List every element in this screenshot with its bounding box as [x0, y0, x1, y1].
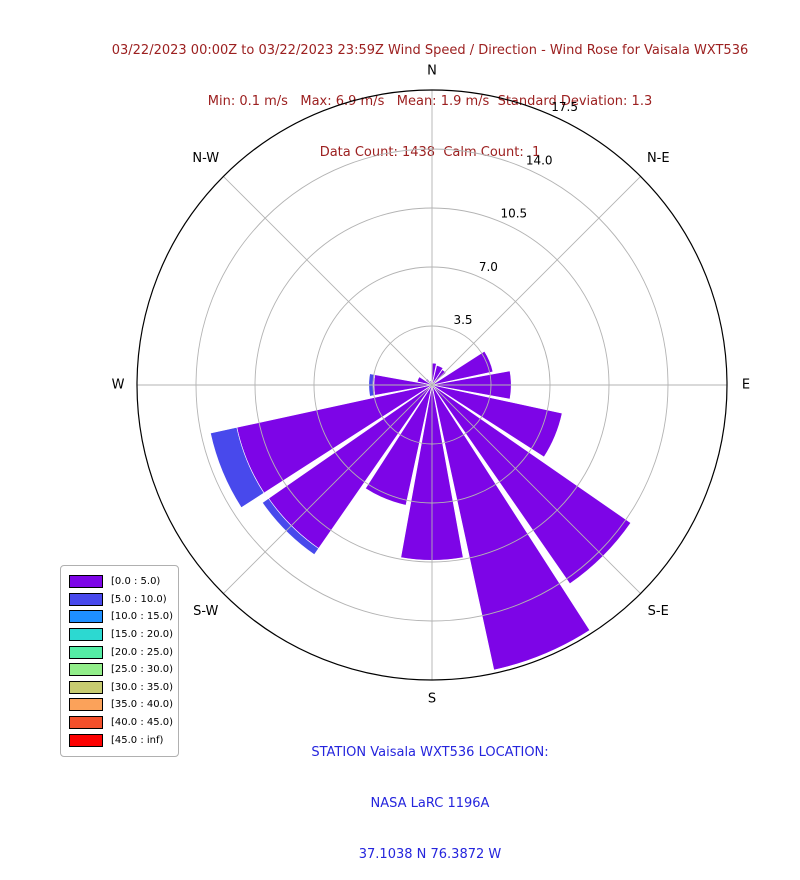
chart-title: 03/22/2023 00:00Z to 03/22/2023 23:59Z W… [111, 43, 749, 58]
grid-circle [372, 325, 492, 445]
legend-label: [40.0 : 45.0) [111, 717, 174, 729]
radial-tick-label: 14.0 [526, 153, 553, 167]
compass-label-E: E [742, 378, 750, 393]
petal-ENE-bin0 [431, 350, 494, 386]
legend-swatch [69, 698, 103, 712]
legend-label: [45.0 : inf) [111, 734, 164, 746]
legend-label: [10.0 : 15.0) [111, 611, 174, 623]
legend-item: [40.0 : 45.0) [69, 714, 174, 732]
petal-WNW-bin0 [416, 376, 433, 386]
petal-NNE-bin0 [431, 364, 444, 386]
legend-item: [5.0 : 10.0) [69, 591, 174, 609]
legend-label: [0.0 : 5.0) [111, 576, 161, 588]
legend-swatch [69, 663, 103, 677]
legend-item: [30.0 : 35.0) [69, 679, 174, 697]
petal-WSW-bin1 [210, 427, 265, 509]
petal-SSW-bin0 [365, 384, 433, 506]
legend-item: [20.0 : 25.0) [69, 643, 174, 661]
chart-stats-line: Min: 0.1 m/s Max: 6.9 m/s Mean: 1.9 m/s … [207, 94, 653, 109]
legend-swatch [69, 628, 103, 642]
chart-header: 03/22/2023 00:00Z to 03/22/2023 23:59Z W… [60, 8, 800, 178]
legend-swatch [69, 680, 103, 694]
spoke-line [223, 176, 641, 594]
station-line2: NASA LaRC 1196A [370, 796, 490, 811]
legend-item: [25.0 : 30.0) [69, 661, 174, 679]
legend-item: [15.0 : 20.0) [69, 626, 174, 644]
grid-circle [254, 207, 610, 563]
station-line1: STATION Vaisala WXT536 LOCATION: [311, 745, 549, 760]
legend-label: [15.0 : 20.0) [111, 629, 174, 641]
legend-item: [0.0 : 5.0) [69, 573, 174, 591]
legend-swatch [69, 575, 103, 589]
legend-swatch [69, 610, 103, 624]
grid-circle [195, 148, 669, 622]
station-line3: 37.1038 N 76.3872 W [358, 847, 502, 862]
compass-label-N: N [427, 64, 437, 79]
legend-swatch [69, 733, 103, 747]
petal-SSE-bin0 [431, 384, 591, 671]
legend-label: [20.0 : 25.0) [111, 646, 174, 658]
radial-tick-label: 7.0 [479, 260, 498, 274]
compass-label-N-E: N-E [647, 151, 670, 166]
legend-label: [5.0 : 10.0) [111, 593, 167, 605]
radial-tick-label: 10.5 [500, 207, 527, 221]
legend-label: [25.0 : 30.0) [111, 664, 174, 676]
compass-label-S: S [428, 692, 436, 707]
legend: [0.0 : 5.0) [5.0 : 10.0) [10.0 : 15.0) [15.… [60, 565, 179, 757]
legend-swatch [69, 716, 103, 730]
legend-item: [45.0 : inf) [69, 731, 174, 749]
grid-circle [313, 266, 551, 504]
compass-label-W: W [112, 378, 125, 393]
wind-rose-plot: 3.5 7.0 10.5 14.0 17.5 N N-E E S-E S S-W W N-W [112, 64, 751, 707]
compass-label-S-W: S-W [193, 604, 218, 619]
compass-label-S-E: S-E [648, 604, 669, 619]
radial-tick-label: 3.5 [453, 313, 472, 327]
radial-tick-label: 17.5 [551, 100, 578, 114]
legend-swatch [69, 592, 103, 606]
legend-swatch [69, 645, 103, 659]
legend-label: [35.0 : 40.0) [111, 699, 174, 711]
chart-counts-line: Data Count: 1438 Calm Count: 1 [319, 145, 541, 160]
legend-item: [35.0 : 40.0) [69, 696, 174, 714]
legend-item: [10.0 : 15.0) [69, 608, 174, 626]
outer-circle [136, 89, 728, 681]
compass-label-N-W: N-W [192, 151, 219, 166]
petal-ESE-bin0 [431, 384, 563, 458]
legend-label: [30.0 : 35.0) [111, 681, 174, 693]
